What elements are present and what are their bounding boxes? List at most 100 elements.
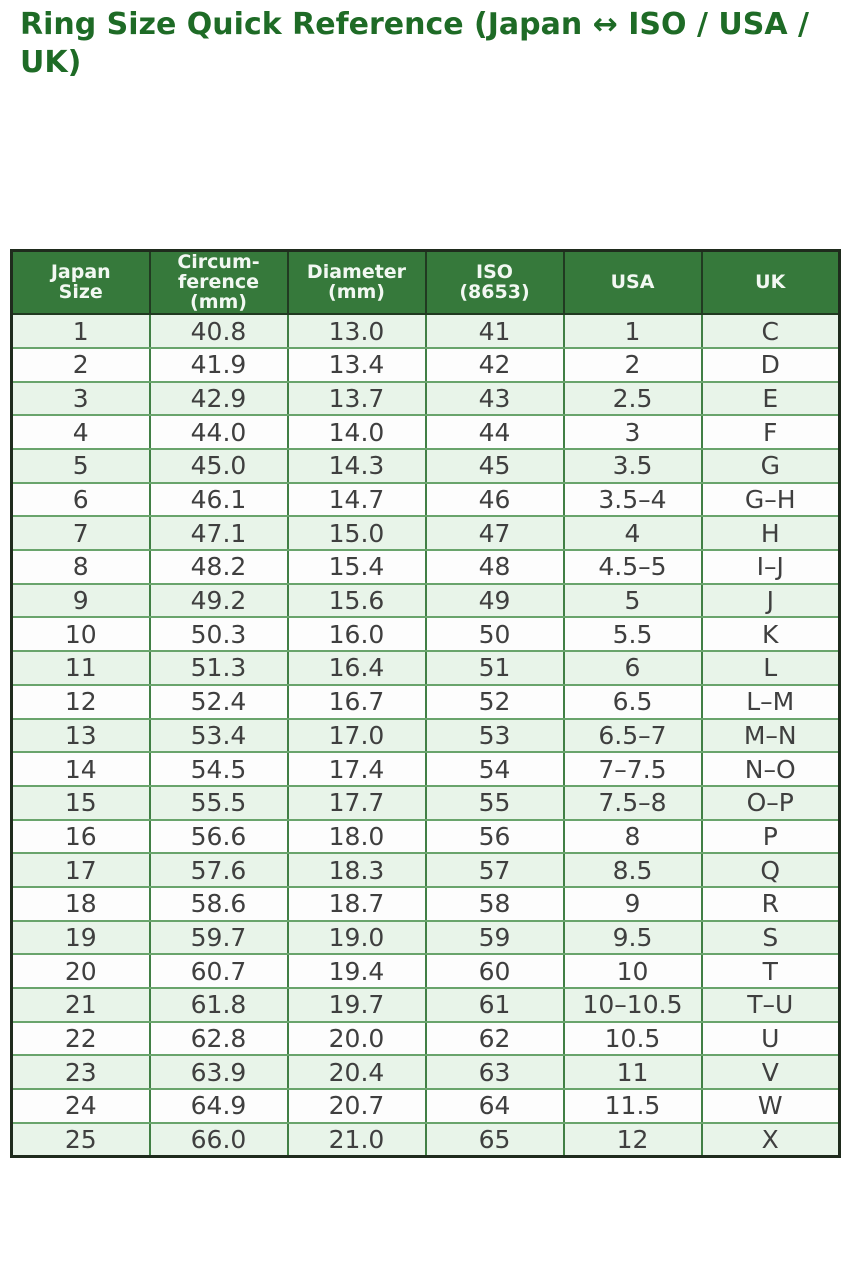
- page-title: Ring Size Quick Reference (Japan ↔ ISO /…: [20, 7, 809, 80]
- cell-circumference-mm: 59.7: [148, 919, 289, 956]
- cell-japan-size: 15: [10, 784, 151, 821]
- cell-diameter-mm: 19.7: [286, 987, 427, 1023]
- cell-uk: F: [700, 414, 841, 450]
- cell-uk: T–U: [700, 987, 841, 1023]
- cell-uk: W: [700, 1088, 841, 1124]
- cell-diameter-mm: 14.0: [286, 414, 427, 450]
- column-header-line: Circum-: [177, 251, 260, 273]
- cell-iso-8653: 41: [424, 313, 565, 349]
- column-header-circumference-mm: Circum-ference (mm): [148, 249, 289, 316]
- cell-circumference-mm: 52.4: [148, 683, 289, 720]
- column-header-line: (mm): [328, 280, 385, 303]
- cell-diameter-mm: 15.4: [286, 549, 427, 585]
- cell-diameter-mm: 17.7: [286, 784, 427, 821]
- table-row: 18 58.6 18.7 58 9 R: [10, 885, 841, 922]
- cell-iso-8653: 64: [424, 1088, 565, 1124]
- cell-japan-size: 6: [10, 481, 151, 518]
- cell-uk: Q: [700, 852, 841, 888]
- cell-usa: 3.5–4: [562, 481, 703, 518]
- cell-uk: R: [700, 885, 841, 922]
- cell-usa: 6.5: [562, 683, 703, 720]
- cell-diameter-mm: 16.0: [286, 616, 427, 653]
- table-row: 13 53.4 17.0 53 6.5–7 M–N: [10, 717, 841, 754]
- cell-uk: O–P: [700, 784, 841, 821]
- cell-circumference-mm: 40.8: [148, 313, 289, 349]
- cell-uk: I–J: [700, 549, 841, 585]
- cell-japan-size: 22: [10, 1020, 151, 1057]
- cell-usa: 11: [562, 1054, 703, 1091]
- cell-japan-size: 21: [10, 987, 151, 1023]
- table-row: 22 62.8 20.0 62 10.5 U: [10, 1020, 841, 1057]
- cell-usa: 10.5: [562, 1020, 703, 1057]
- cell-diameter-mm: 14.3: [286, 448, 427, 484]
- cell-japan-size: 24: [10, 1088, 151, 1124]
- table-header-row: Japan Size Circum-ference (mm) Diameter (mm) I…: [10, 249, 841, 316]
- cell-japan-size: 7: [10, 515, 151, 552]
- cell-circumference-mm: 53.4: [148, 717, 289, 754]
- cell-usa: 10–10.5: [562, 987, 703, 1023]
- cell-iso-8653: 65: [424, 1121, 565, 1158]
- cell-japan-size: 20: [10, 953, 151, 989]
- column-header-iso-8653: ISO (8653): [424, 249, 565, 316]
- cell-circumference-mm: 46.1: [148, 481, 289, 518]
- cell-diameter-mm: 18.0: [286, 818, 427, 855]
- cell-usa: 8.5: [562, 852, 703, 888]
- cell-circumference-mm: 56.6: [148, 818, 289, 855]
- cell-japan-size: 12: [10, 683, 151, 720]
- cell-iso-8653: 48: [424, 549, 565, 585]
- cell-japan-size: 9: [10, 582, 151, 619]
- cell-diameter-mm: 13.4: [286, 346, 427, 383]
- cell-japan-size: 18: [10, 885, 151, 922]
- ring-size-table-container: Japan Size Circum-ference (mm) Diameter (mm) I…: [10, 249, 841, 1158]
- cell-circumference-mm: 54.5: [148, 751, 289, 787]
- table-row: 17 57.6 18.3 57 8.5 Q: [10, 852, 841, 888]
- cell-usa: 4.5–5: [562, 549, 703, 585]
- column-header-line: USA: [610, 270, 655, 293]
- cell-usa: 1: [562, 313, 703, 349]
- table-row: 3 42.9 13.7 43 2.5 E: [10, 380, 841, 417]
- cell-iso-8653: 54: [424, 751, 565, 787]
- cell-iso-8653: 51: [424, 650, 565, 686]
- cell-iso-8653: 60: [424, 953, 565, 989]
- cell-diameter-mm: 19.0: [286, 919, 427, 956]
- cell-iso-8653: 47: [424, 515, 565, 552]
- cell-iso-8653: 58: [424, 885, 565, 922]
- column-header-line: Size: [58, 280, 103, 303]
- cell-japan-size: 3: [10, 380, 151, 417]
- cell-circumference-mm: 49.2: [148, 582, 289, 619]
- cell-iso-8653: 42: [424, 346, 565, 383]
- cell-diameter-mm: 19.4: [286, 953, 427, 989]
- cell-japan-size: 17: [10, 852, 151, 888]
- cell-usa: 9.5: [562, 919, 703, 956]
- cell-japan-size: 25: [10, 1121, 151, 1158]
- cell-japan-size: 11: [10, 650, 151, 686]
- cell-diameter-mm: 21.0: [286, 1121, 427, 1158]
- cell-usa: 8: [562, 818, 703, 855]
- cell-uk: X: [700, 1121, 841, 1158]
- cell-diameter-mm: 18.3: [286, 852, 427, 888]
- cell-iso-8653: 57: [424, 852, 565, 888]
- cell-usa: 5: [562, 582, 703, 619]
- cell-circumference-mm: 41.9: [148, 346, 289, 383]
- cell-circumference-mm: 58.6: [148, 885, 289, 922]
- table-row: 15 55.5 17.7 55 7.5–8 O–P: [10, 784, 841, 821]
- cell-circumference-mm: 66.0: [148, 1121, 289, 1158]
- cell-japan-size: 1: [10, 313, 151, 349]
- table-row: 4 44.0 14.0 44 3 F: [10, 414, 841, 450]
- cell-uk: H: [700, 515, 841, 552]
- table-body: 1 40.8 13.0 41 1 C 2 41.9 13.4 42 2 D 3 42.9 13.7 43 2.5…: [10, 313, 841, 1158]
- column-header-line: Japan: [50, 260, 111, 283]
- table-row: 21 61.8 19.7 61 10–10.5 T–U: [10, 987, 841, 1023]
- column-header-line: ference: [177, 270, 260, 293]
- cell-iso-8653: 53: [424, 717, 565, 754]
- table-row: 2 41.9 13.4 42 2 D: [10, 346, 841, 383]
- cell-usa: 6.5–7: [562, 717, 703, 754]
- cell-japan-size: 10: [10, 616, 151, 653]
- cell-diameter-mm: 16.7: [286, 683, 427, 720]
- column-header-usa: USA: [562, 249, 703, 316]
- table-row: 5 45.0 14.3 45 3.5 G: [10, 448, 841, 484]
- column-header-diameter-mm: Diameter (mm): [286, 249, 427, 316]
- column-header-uk: UK: [700, 249, 841, 316]
- cell-usa: 2.5: [562, 380, 703, 417]
- cell-uk: C: [700, 313, 841, 349]
